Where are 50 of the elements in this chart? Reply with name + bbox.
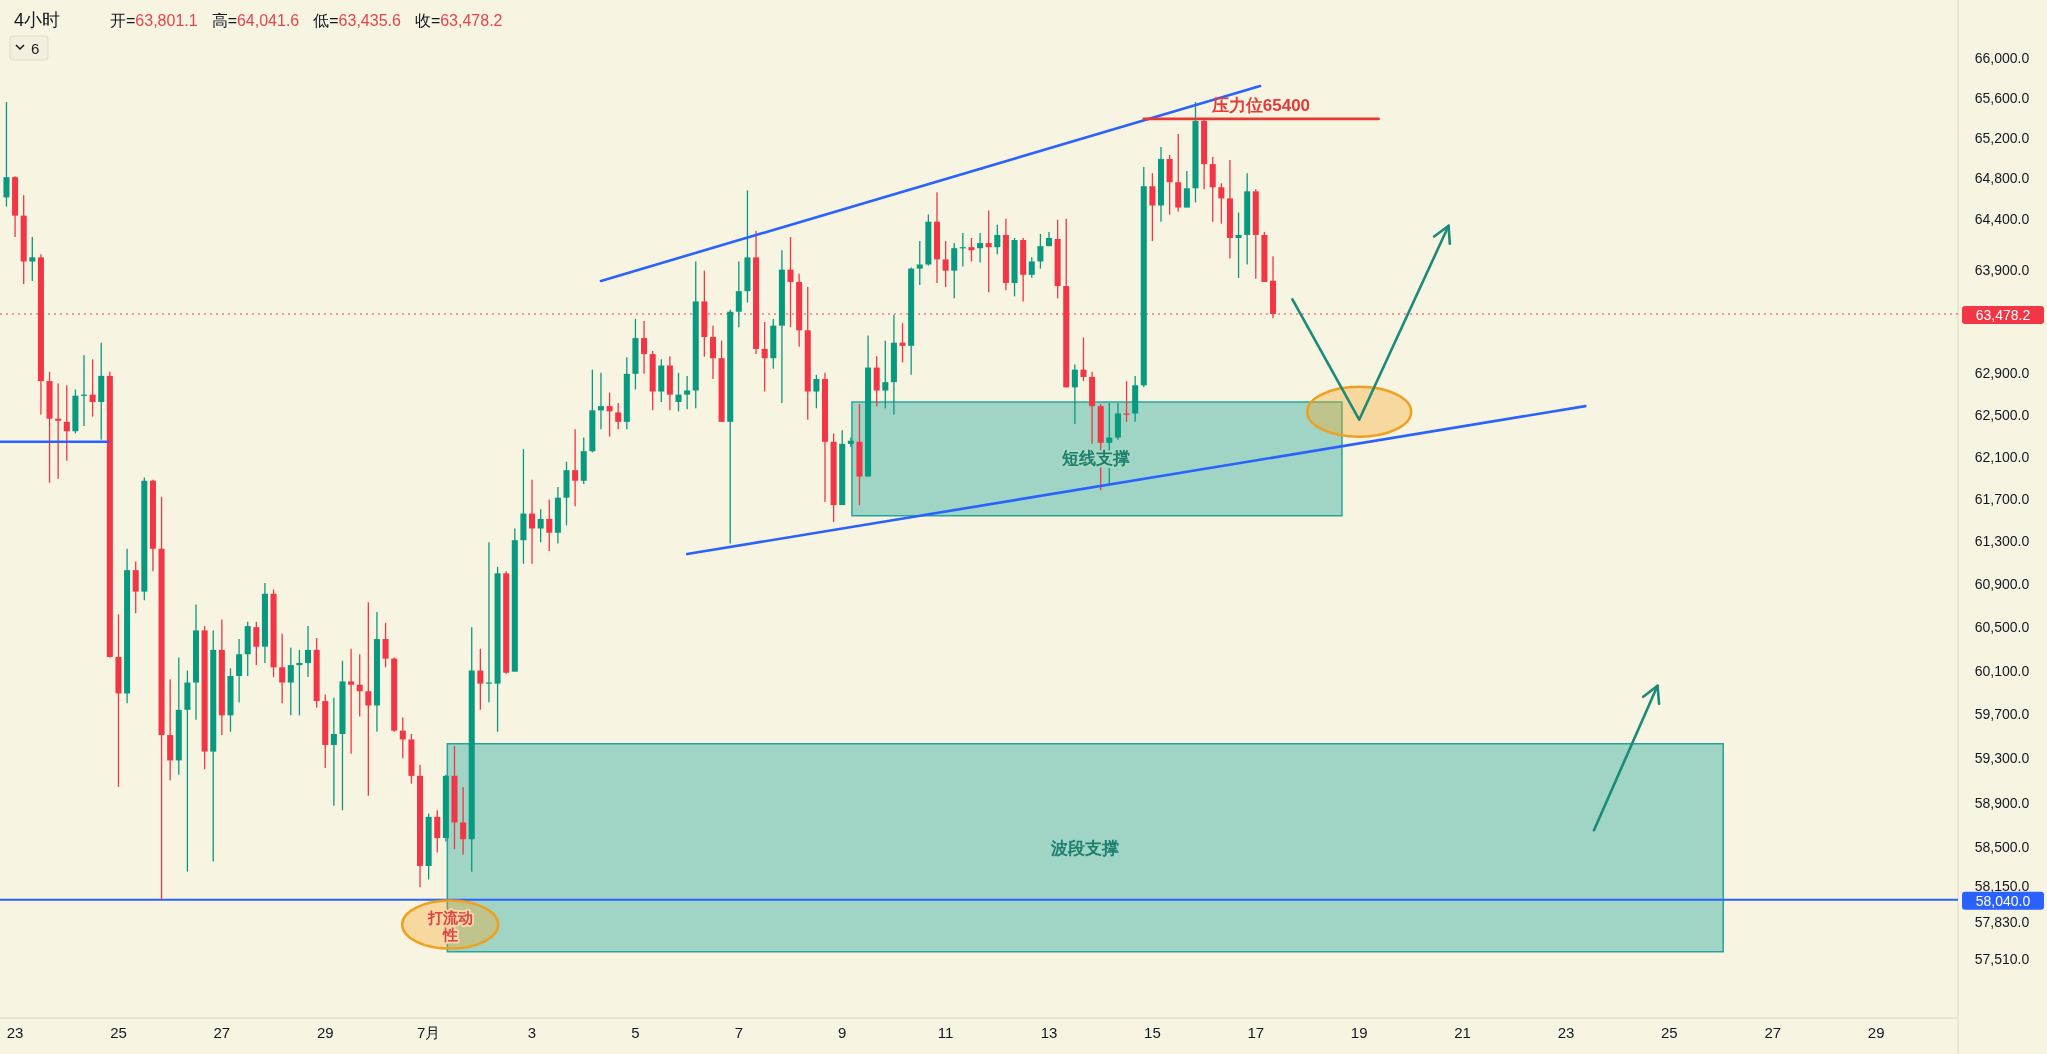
y-tick-label: 60,900.0: [1974, 576, 2030, 593]
y-tick-label: 62,500.0: [1974, 406, 2030, 423]
annotation: 6: [31, 40, 40, 57]
annotation: 开=63,801.1: [110, 12, 198, 29]
x-tick-label: 17: [1247, 1024, 1265, 1041]
x-tick-label: 9: [838, 1024, 847, 1041]
annotation: 收=63,478.2: [414, 12, 503, 29]
x-tick-label: 27: [213, 1024, 231, 1041]
ref-line-label: 58,040.0: [1975, 892, 2031, 909]
y-tick-label: 62,100.0: [1974, 448, 2030, 465]
x-tick-label: 25: [1661, 1024, 1678, 1041]
x-tick-label: 29: [316, 1024, 334, 1041]
y-tick-label: 66,000.0: [1974, 50, 2030, 67]
x-tick-label: 21: [1454, 1024, 1471, 1041]
series-label: 压力位65400: [1210, 95, 1311, 115]
annotation: 高=64,041.6: [211, 12, 300, 29]
x-tick-label: 19: [1350, 1024, 1368, 1041]
y-tick-label: 61,700.0: [1974, 490, 2030, 507]
y-tick-label: 60,500.0: [1974, 619, 2030, 636]
ref-line-label: 63,478.2: [1975, 306, 2031, 323]
x-tick-label: 11: [937, 1024, 954, 1041]
x-tick-label: 29: [1867, 1024, 1885, 1041]
x-tick-label: 13: [1040, 1024, 1058, 1041]
x-tick-label: 7: [734, 1024, 743, 1041]
y-tick-label: 60,100.0: [1974, 662, 2030, 679]
y-tick-label: 61,300.0: [1974, 533, 2030, 550]
y-tick-label: 57,830.0: [1974, 914, 2030, 931]
text: 4小时: [14, 10, 61, 30]
y-tick-label: 63,900.0: [1974, 261, 2030, 278]
x-tick-label: 23: [6, 1024, 24, 1041]
y-tick-label: 59,300.0: [1974, 750, 2030, 767]
annotation: 低=63,435.6: [313, 12, 401, 29]
y-tick-label: 64,400.0: [1974, 210, 2030, 227]
x-tick-label: 23: [1557, 1024, 1575, 1041]
y-tick-label: 58,150.0: [1974, 878, 2030, 895]
y-tick-label: 62,900.0: [1974, 364, 2030, 381]
y-tick-label: 64,800.0: [1974, 170, 2030, 187]
y-tick-label: 57,510.0: [1974, 950, 2030, 967]
annotation: 波段支撑: [1050, 838, 1120, 858]
y-tick-label: 58,900.0: [1974, 794, 2030, 811]
x-tick-label: 25: [110, 1024, 127, 1041]
y-tick-label: 58,500.0: [1974, 839, 2030, 856]
x-tick-label: 27: [1764, 1024, 1782, 1041]
y-tick-label: 65,200.0: [1974, 129, 2030, 146]
x-tick-label: 7月: [416, 1024, 441, 1041]
y-tick-label: 59,700.0: [1974, 706, 2030, 723]
y-tick-label: 65,600.0: [1974, 89, 2030, 106]
x-tick-label: 5: [631, 1024, 640, 1041]
x-tick-label: 15: [1144, 1024, 1161, 1041]
x-tick-label: 3: [527, 1024, 537, 1041]
